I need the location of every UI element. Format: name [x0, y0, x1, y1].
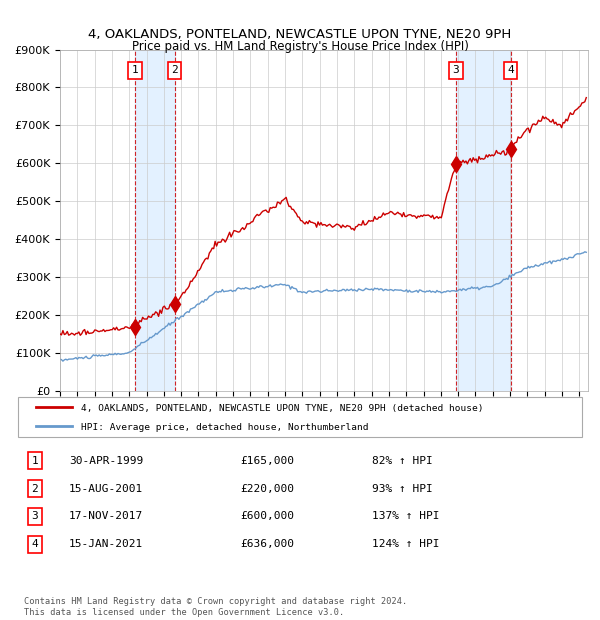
Text: HPI: Average price, detached house, Northumberland: HPI: Average price, detached house, Nort…	[81, 423, 368, 432]
Text: £600,000: £600,000	[240, 512, 294, 521]
Text: 1: 1	[31, 456, 38, 466]
Bar	[456, 50, 511, 391]
Text: 124% ↑ HPI: 124% ↑ HPI	[372, 539, 439, 549]
Text: 4: 4	[508, 66, 514, 76]
Text: £165,000: £165,000	[240, 456, 294, 466]
Text: 30-APR-1999: 30-APR-1999	[69, 456, 143, 466]
Text: 137% ↑ HPI: 137% ↑ HPI	[372, 512, 439, 521]
Text: 15-JAN-2021: 15-JAN-2021	[69, 539, 143, 549]
Text: 17-NOV-2017: 17-NOV-2017	[69, 512, 143, 521]
Text: 4: 4	[31, 539, 38, 549]
Text: 82% ↑ HPI: 82% ↑ HPI	[372, 456, 433, 466]
Text: 4, OAKLANDS, PONTELAND, NEWCASTLE UPON TYNE, NE20 9PH (detached house): 4, OAKLANDS, PONTELAND, NEWCASTLE UPON T…	[81, 404, 484, 413]
Text: 93% ↑ HPI: 93% ↑ HPI	[372, 484, 433, 494]
Text: £220,000: £220,000	[240, 484, 294, 494]
Text: 2: 2	[31, 484, 38, 494]
Text: 1: 1	[131, 66, 139, 76]
Text: 3: 3	[31, 512, 38, 521]
Text: £636,000: £636,000	[240, 539, 294, 549]
Bar	[135, 50, 175, 391]
Text: 15-AUG-2001: 15-AUG-2001	[69, 484, 143, 494]
Text: Price paid vs. HM Land Registry's House Price Index (HPI): Price paid vs. HM Land Registry's House …	[131, 40, 469, 53]
Text: 2: 2	[171, 66, 178, 76]
Text: Contains HM Land Registry data © Crown copyright and database right 2024.
This d: Contains HM Land Registry data © Crown c…	[24, 598, 407, 617]
Text: 4, OAKLANDS, PONTELAND, NEWCASTLE UPON TYNE, NE20 9PH: 4, OAKLANDS, PONTELAND, NEWCASTLE UPON T…	[88, 28, 512, 40]
Text: 3: 3	[453, 66, 460, 76]
